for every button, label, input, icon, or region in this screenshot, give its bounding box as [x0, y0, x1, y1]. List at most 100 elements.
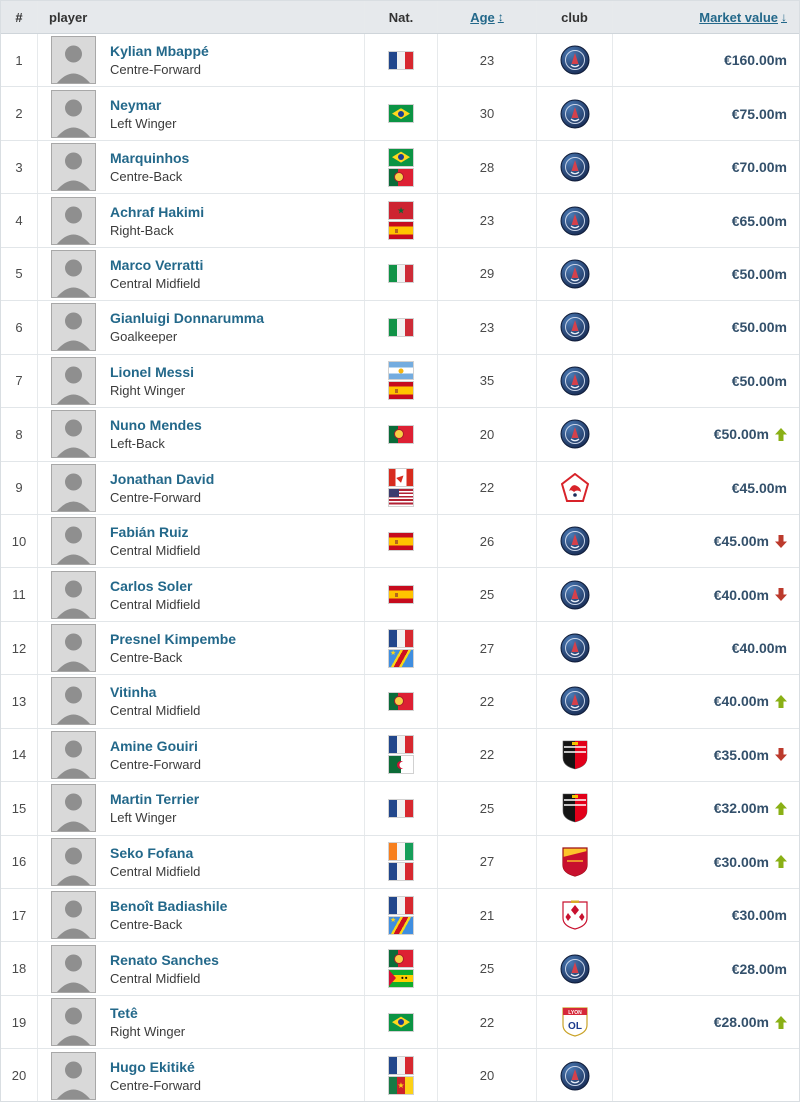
- player-name-link[interactable]: Kylian Mbappé: [110, 43, 209, 60]
- france-flag-icon: [389, 1057, 413, 1075]
- player-photo[interactable]: [51, 730, 96, 779]
- psg-club-logo[interactable]: [560, 633, 590, 663]
- player-name-link[interactable]: Vitinha: [110, 684, 157, 701]
- player-photo[interactable]: [51, 356, 96, 405]
- lyon-club-logo[interactable]: LYON OL: [560, 1007, 590, 1037]
- age-value: 26: [479, 533, 495, 549]
- psg-club-logo[interactable]: [560, 152, 590, 182]
- player-name-link[interactable]: Marco Verratti: [110, 256, 204, 273]
- psg-club-logo[interactable]: [560, 419, 590, 449]
- player-cell: Marquinhos Centre-Back: [38, 140, 365, 194]
- player-photo[interactable]: [51, 998, 96, 1047]
- player-photo[interactable]: [51, 891, 96, 940]
- psg-club-logo[interactable]: [560, 526, 590, 556]
- value-cell: €50.00m: [613, 355, 799, 407]
- player-photo-placeholder-icon: [52, 892, 95, 939]
- italy-flag-icon: [389, 318, 413, 336]
- player-name-link[interactable]: Amine Gouiri: [110, 737, 198, 754]
- player-photo[interactable]: [51, 624, 96, 673]
- nationality-cell: [365, 995, 438, 1049]
- player-name-link[interactable]: Fabián Ruiz: [110, 524, 189, 541]
- psg-club-logo[interactable]: [560, 99, 590, 129]
- rank: 15: [11, 800, 27, 816]
- france-flag-icon: [389, 629, 413, 647]
- market-value: €50.00m: [731, 319, 787, 336]
- rennes-club-logo[interactable]: [560, 793, 590, 823]
- player-photo[interactable]: [51, 249, 96, 298]
- trend-up-icon: [775, 855, 787, 869]
- age-cell: 28: [438, 140, 537, 194]
- player-photo[interactable]: [51, 677, 96, 726]
- player-name-link[interactable]: Hugo Ekitiké: [110, 1058, 195, 1075]
- player-photo-placeholder-icon: [52, 197, 95, 244]
- age-value: 23: [479, 52, 495, 68]
- psg-club-logo[interactable]: [560, 312, 590, 342]
- player-name-link[interactable]: Nuno Mendes: [110, 417, 202, 434]
- player-photo[interactable]: [51, 36, 96, 85]
- age-value: 20: [479, 426, 495, 442]
- player-photo[interactable]: [51, 784, 96, 833]
- player-photo-placeholder-icon: [52, 731, 95, 778]
- psg-club-logo[interactable]: [560, 580, 590, 610]
- player-position: Left Winger: [110, 115, 177, 131]
- age-value: 21: [479, 907, 495, 923]
- market-value-sort-link[interactable]: Market value ↓: [699, 10, 787, 25]
- age-cell: 20: [438, 408, 537, 461]
- player-info: Seko Fofana Central Midfield: [110, 846, 200, 878]
- player-photo[interactable]: [51, 570, 96, 619]
- player-name-link[interactable]: Lionel Messi: [110, 363, 195, 380]
- player-name-link[interactable]: Tetê: [110, 1005, 138, 1022]
- club-cell: [537, 942, 613, 995]
- lens-club-logo[interactable]: [560, 847, 590, 877]
- age-sort-link[interactable]: Age ↕: [470, 10, 504, 25]
- player-photo-placeholder-icon: [52, 678, 95, 725]
- player-photo[interactable]: [51, 89, 96, 138]
- player-name-link[interactable]: Marquinhos: [110, 150, 190, 167]
- player-name-link[interactable]: Martin Terrier: [110, 791, 200, 808]
- age-value: 22: [479, 693, 495, 709]
- psg-club-logo[interactable]: [560, 954, 590, 984]
- player-position: Left Winger: [110, 810, 177, 826]
- player-name-link[interactable]: Benoît Badiashile: [110, 898, 228, 915]
- player-photo[interactable]: [51, 303, 96, 352]
- player-name-link[interactable]: Gianluigi Donnarumma: [110, 310, 265, 327]
- player-name-link[interactable]: Neymar: [110, 96, 162, 113]
- player-photo[interactable]: [51, 837, 96, 886]
- lille-club-logo[interactable]: [560, 472, 590, 503]
- player-photo[interactable]: [51, 463, 96, 512]
- rennes-club-logo[interactable]: [560, 740, 590, 770]
- player-photo[interactable]: [51, 410, 96, 459]
- player-photo[interactable]: [51, 143, 96, 192]
- player-photo-placeholder-icon: [52, 304, 95, 351]
- table-row: 16 Seko Fofana Central Midfield 27 €30.0…: [1, 835, 799, 889]
- market-value: €45.00m: [731, 479, 787, 496]
- player-info: Kylian Mbappé Centre-Forward: [110, 44, 209, 76]
- player-name-link[interactable]: Renato Sanches: [110, 951, 219, 968]
- table-row: 10 Fabián Ruiz Central Midfield 26 €45.0…: [1, 514, 799, 569]
- player-photo[interactable]: [51, 196, 96, 245]
- player-photo[interactable]: [51, 944, 96, 993]
- rank-cell: 6: [1, 301, 38, 354]
- player-name-link[interactable]: Achraf Hakimi: [110, 203, 205, 220]
- spain-flag-icon: [389, 586, 413, 604]
- psg-club-logo[interactable]: [560, 259, 590, 289]
- player-name-link[interactable]: Presnel Kimpembe: [110, 631, 237, 648]
- psg-club-logo[interactable]: [560, 206, 590, 236]
- player-photo[interactable]: [51, 517, 96, 566]
- psg-club-logo[interactable]: [560, 45, 590, 75]
- player-name-link[interactable]: Jonathan David: [110, 470, 215, 487]
- table-row: 18 Renato Sanches Central Midfield 25 €2…: [1, 942, 799, 996]
- rank: 6: [15, 319, 23, 335]
- player-name-link[interactable]: Seko Fofana: [110, 844, 194, 861]
- player-name-link[interactable]: Carlos Soler: [110, 577, 193, 594]
- monaco-club-logo[interactable]: [560, 900, 590, 930]
- player-photo[interactable]: [51, 1051, 96, 1100]
- rank-cell: 2: [1, 87, 38, 140]
- psg-club-logo[interactable]: [560, 1061, 590, 1091]
- nationality-cell: [365, 247, 438, 301]
- psg-club-logo[interactable]: [560, 686, 590, 716]
- rank: 11: [12, 587, 26, 603]
- age-value: 20: [479, 1068, 495, 1084]
- market-value: €30.00m: [731, 907, 787, 924]
- psg-club-logo[interactable]: [560, 366, 590, 396]
